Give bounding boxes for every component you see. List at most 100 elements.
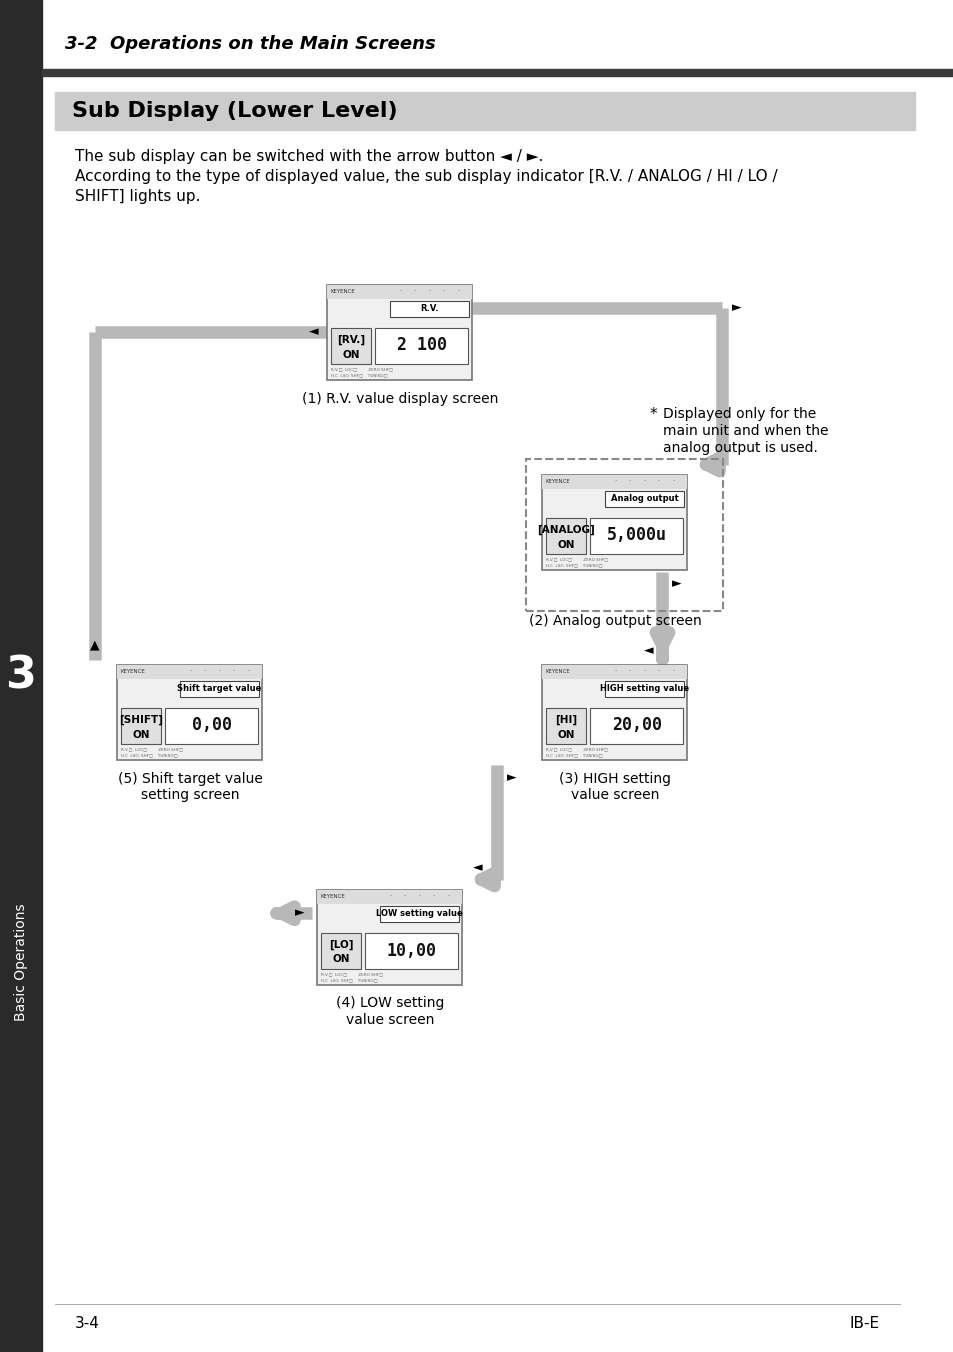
Bar — [121, 707, 161, 744]
Text: H.C  LSO. SHF□    TUNING□: H.C LSO. SHF□ TUNING□ — [321, 979, 377, 983]
Text: ON: ON — [342, 350, 360, 360]
Text: ·: · — [233, 668, 234, 675]
Text: ▲: ▲ — [90, 638, 99, 652]
Text: KEYENCE: KEYENCE — [330, 289, 355, 293]
Text: main unit and when the: main unit and when the — [662, 425, 827, 438]
Text: Sub Display (Lower Level): Sub Display (Lower Level) — [71, 101, 397, 120]
Text: ·: · — [671, 668, 674, 675]
Text: ·: · — [247, 668, 249, 675]
Text: 2 100: 2 100 — [396, 337, 447, 354]
Text: ·: · — [432, 894, 435, 899]
Bar — [542, 664, 687, 760]
Bar — [321, 933, 361, 968]
Text: ·: · — [428, 288, 430, 295]
Text: H.C  LSO. SHF□    TUNING□: H.C LSO. SHF□ TUNING□ — [331, 373, 388, 377]
Bar — [117, 664, 262, 679]
Text: Shift target value: Shift target value — [177, 684, 261, 694]
Text: HIGH setting value: HIGH setting value — [599, 684, 688, 694]
Bar — [590, 707, 682, 744]
Text: ·: · — [657, 668, 659, 675]
Text: [RV.]: [RV.] — [337, 334, 365, 345]
Bar — [542, 664, 687, 679]
Text: ·: · — [203, 668, 206, 675]
Text: (4) LOW setting
value screen: (4) LOW setting value screen — [335, 996, 444, 1026]
Bar — [42, 69, 953, 76]
Text: H.C  LSO. SHF□    TUNING□: H.C LSO. SHF□ TUNING□ — [546, 564, 602, 568]
Bar — [526, 458, 722, 611]
Text: KEYENCE: KEYENCE — [120, 669, 145, 675]
Text: ON: ON — [558, 730, 575, 740]
Bar — [317, 890, 462, 984]
Bar — [55, 92, 914, 130]
Bar — [0, 0, 42, 1352]
Text: [HI]: [HI] — [555, 714, 577, 725]
Bar — [327, 284, 472, 299]
Text: 0,00: 0,00 — [192, 717, 232, 734]
Text: ·: · — [628, 479, 630, 484]
Text: 10,00: 10,00 — [387, 941, 436, 960]
Text: Analog output: Analog output — [610, 493, 678, 503]
Text: ·: · — [189, 668, 191, 675]
Text: The sub display can be switched with the arrow button ◄ / ►.: The sub display can be switched with the… — [75, 149, 543, 164]
Text: 20,00: 20,00 — [612, 717, 661, 734]
Text: [LO]: [LO] — [329, 940, 354, 949]
Text: [ANALOG]: [ANALOG] — [537, 525, 595, 534]
Bar — [327, 284, 472, 380]
Text: According to the type of displayed value, the sub display indicator [R.V. / ANAL: According to the type of displayed value… — [75, 169, 777, 184]
Text: ►: ► — [294, 906, 304, 919]
Text: 5,000u: 5,000u — [606, 526, 666, 545]
Text: ·: · — [389, 894, 391, 899]
Bar — [590, 518, 682, 553]
Text: ·: · — [642, 668, 644, 675]
Text: ►: ► — [731, 300, 740, 314]
Text: R.V.□  LOC□         ZERO SHF□: R.V.□ LOC□ ZERO SHF□ — [121, 748, 183, 752]
Bar — [179, 680, 259, 696]
Text: analog output is used.: analog output is used. — [662, 441, 817, 456]
Text: R.V.□  LOC□         ZERO SHF□: R.V.□ LOC□ ZERO SHF□ — [321, 972, 383, 976]
Text: ON: ON — [333, 955, 350, 964]
Text: ON: ON — [132, 730, 150, 740]
Text: KEYENCE: KEYENCE — [320, 894, 345, 899]
Text: ON: ON — [558, 539, 575, 549]
Text: ·: · — [398, 288, 400, 295]
Text: ·: · — [628, 668, 630, 675]
Text: ·: · — [613, 479, 616, 484]
Text: ·: · — [671, 479, 674, 484]
Text: ·: · — [446, 894, 449, 899]
Bar — [379, 906, 459, 922]
Text: (3) HIGH setting
value screen: (3) HIGH setting value screen — [558, 772, 670, 802]
Text: Displayed only for the: Displayed only for the — [662, 407, 816, 420]
Text: R.V.: R.V. — [420, 304, 438, 314]
Text: ·: · — [417, 894, 419, 899]
Text: IB-E: IB-E — [849, 1317, 879, 1332]
Text: KEYENCE: KEYENCE — [545, 479, 570, 484]
Text: ►: ► — [671, 577, 680, 589]
Text: (1) R.V. value display screen: (1) R.V. value display screen — [301, 392, 497, 406]
Bar — [165, 707, 258, 744]
Bar — [390, 300, 469, 316]
Text: ◄: ◄ — [643, 644, 653, 657]
Bar — [331, 327, 371, 364]
Text: ·: · — [456, 288, 458, 295]
Bar — [604, 680, 684, 696]
Bar — [542, 475, 687, 569]
Text: 3-2  Operations on the Main Screens: 3-2 Operations on the Main Screens — [65, 35, 436, 53]
Bar — [604, 491, 684, 507]
Bar — [546, 518, 586, 553]
Text: (5) Shift target value
setting screen: (5) Shift target value setting screen — [117, 772, 262, 802]
Bar — [542, 475, 687, 488]
Text: ·: · — [642, 479, 644, 484]
Text: KEYENCE: KEYENCE — [545, 669, 570, 675]
Text: Basic Operations: Basic Operations — [14, 903, 28, 1021]
Bar — [365, 933, 458, 968]
Text: (2) Analog output screen: (2) Analog output screen — [528, 614, 700, 627]
Text: ◄: ◄ — [472, 861, 482, 873]
Text: H.C  LSO. SHF□    TUNING□: H.C LSO. SHF□ TUNING□ — [121, 753, 178, 757]
Text: ►: ► — [506, 771, 516, 784]
Text: ◄: ◄ — [309, 326, 318, 338]
Text: R.V.□  LOC□         ZERO SHF□: R.V.□ LOC□ ZERO SHF□ — [546, 748, 608, 752]
Text: LOW setting value: LOW setting value — [375, 909, 462, 918]
Text: ·: · — [413, 288, 416, 295]
Text: ·: · — [217, 668, 220, 675]
Text: ·: · — [442, 288, 444, 295]
